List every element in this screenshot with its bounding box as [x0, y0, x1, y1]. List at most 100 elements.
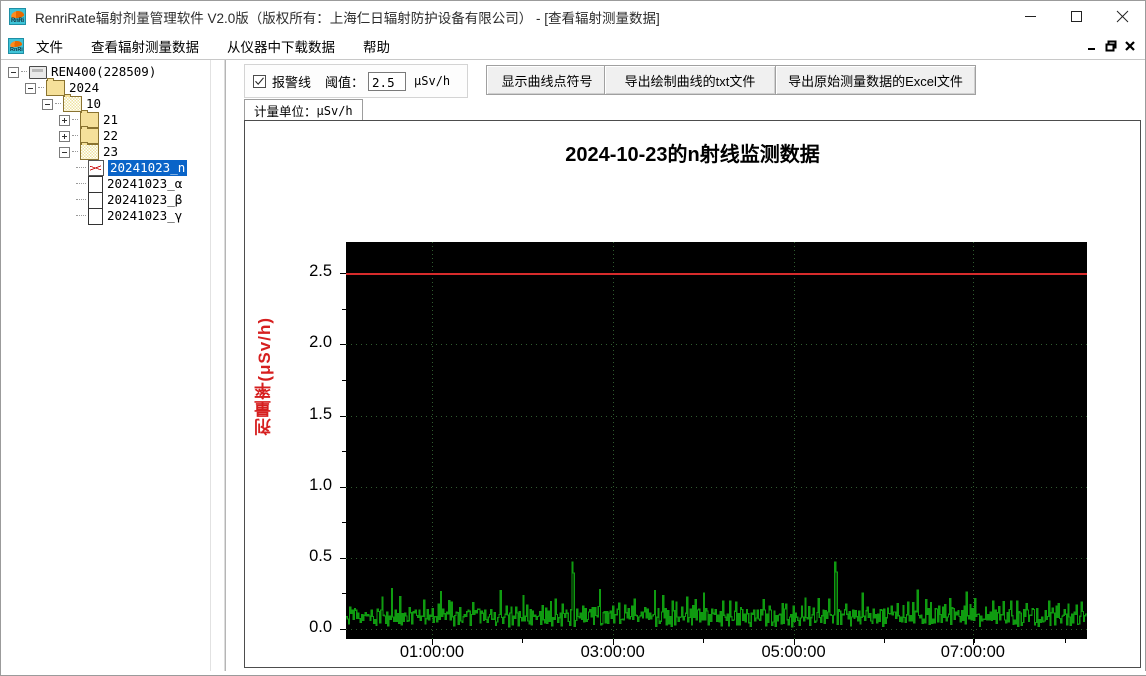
expand-icon[interactable]	[59, 114, 70, 126]
x-axis-tick-label: 07:00:00	[940, 643, 1005, 661]
threshold-label: 阈值：	[325, 74, 365, 90]
tree-item-label: 10	[86, 96, 102, 111]
data-tree[interactable]: REN400(228509) 2024 10 21 22 23 20241023_n 2024…	[2, 64, 224, 225]
tree-item-label: 21	[103, 112, 119, 127]
collapse-icon[interactable]	[42, 98, 53, 110]
tab-label-prefix: 计量单位：	[254, 105, 317, 119]
file-icon	[88, 175, 103, 193]
show-curve-symbols-button[interactable]: 显示曲线点符号	[486, 65, 608, 95]
x-axis-minor-tick	[974, 639, 975, 643]
tree-item[interactable]: 22	[2, 126, 224, 144]
x-axis-tick-label: 05:00:00	[761, 643, 826, 661]
tree-item[interactable]: 2024	[2, 78, 224, 96]
tree-scrollbar-track[interactable]	[212, 60, 223, 675]
collapse-icon[interactable]	[59, 146, 70, 158]
threshold-unit-label: μSv/h	[414, 74, 451, 88]
alarm-threshold-line	[346, 273, 1087, 275]
export-txt-button[interactable]: 导出绘制曲线的txt文件	[604, 65, 776, 95]
menu-help[interactable]: 帮助	[363, 39, 390, 55]
alarm-line-checkbox[interactable]	[253, 74, 266, 88]
tree-item[interactable]: 23	[2, 142, 224, 160]
logo-text: RnRi	[11, 18, 24, 24]
app-logo-icon: RnRi	[9, 8, 26, 25]
y-axis-tick	[340, 415, 346, 417]
chart-title: 2024-10-23的n射线监测数据	[565, 144, 820, 166]
mdi-app-logo-icon[interactable]: RnRi	[8, 37, 24, 54]
tree-connector	[21, 71, 27, 73]
tree-item[interactable]: 21	[2, 110, 224, 128]
collapse-icon[interactable]	[8, 66, 19, 78]
tree-item-label: REN400(228509)	[51, 64, 157, 79]
menu-bar: RnRi 文件 查看辐射测量数据 从仪器中下载数据 帮助	[1, 32, 1145, 60]
y-axis-tick	[340, 629, 346, 631]
tree-item[interactable]: 20241023_α	[2, 175, 224, 193]
mdi-restore-button[interactable]	[1101, 35, 1120, 57]
x-axis-minor-tick	[703, 639, 704, 643]
tree-item[interactable]: 20241023_γ	[2, 207, 224, 225]
threshold-input[interactable]: 2.5	[368, 71, 407, 91]
y-axis-tick-label: 2.0	[309, 333, 332, 352]
tree-connector	[76, 183, 86, 185]
data-tree-panel[interactable]: REN400(228509) 2024 10 21 22 23 20241023_n 2024…	[2, 60, 225, 675]
x-axis-minor-tick	[884, 639, 885, 643]
y-axis-tick-label: 0.0	[309, 618, 332, 637]
window-controls	[1007, 1, 1145, 32]
gridline-horizontal	[346, 558, 1087, 559]
alarm-line-label: 报警线	[272, 74, 312, 90]
tree-connector	[72, 119, 78, 121]
x-axis-tick-label: 01:00:00	[399, 643, 465, 661]
tree-connector	[76, 167, 86, 169]
file-icon	[88, 207, 103, 225]
y-axis-minor-tick	[342, 380, 346, 382]
tree-scrollbar[interactable]	[210, 60, 224, 675]
x-axis-minor-tick	[794, 639, 795, 643]
gridline-horizontal	[346, 487, 1087, 488]
chart-file-icon	[88, 160, 104, 176]
panel-splitter[interactable]	[225, 60, 241, 675]
tree-item[interactable]: REN400(228509)	[2, 64, 224, 80]
menu-file[interactable]: 文件	[36, 39, 63, 55]
y-axis-tick	[340, 486, 346, 488]
dose-rate-series	[346, 561, 1087, 628]
gridline-horizontal	[346, 416, 1087, 417]
title-bar: RnRi RenriRate辐射剂量管理软件 V2.0版（版权所有：上海仁日辐射…	[1, 1, 1145, 32]
gridline-vertical	[432, 242, 433, 639]
tree-item-label: 22	[103, 128, 119, 143]
tree-item[interactable]: 10	[2, 94, 224, 112]
dose-rate-line	[346, 561, 1087, 628]
y-axis-minor-tick	[342, 308, 346, 310]
y-axis-minor-tick	[342, 593, 346, 595]
x-axis-minor-tick	[613, 639, 614, 643]
tab-label-unit: μSv/h	[316, 103, 353, 118]
tree-connector	[76, 215, 86, 217]
y-axis-tick-label: 2.5	[309, 262, 332, 281]
plot-area	[346, 242, 1087, 639]
tree-item-label: 2024	[69, 80, 100, 95]
status-strip	[2, 671, 1146, 675]
x-axis-tick-label: 03:00:00	[580, 643, 645, 661]
window-title: RenriRate辐射剂量管理软件 V2.0版（版权所有：上海仁日辐射防护设备有…	[35, 10, 660, 26]
tree-item-label: 20241023_γ	[107, 208, 183, 223]
tree-connector	[72, 151, 78, 153]
close-button[interactable]	[1099, 1, 1145, 32]
expand-icon[interactable]	[59, 130, 70, 142]
tab-measurement-unit[interactable]: 计量单位： μSv/h	[244, 99, 363, 121]
menu-view-measurement-data[interactable]: 查看辐射测量数据	[91, 39, 199, 55]
minimize-button[interactable]	[1007, 1, 1053, 32]
mdi-minimize-button[interactable]	[1082, 35, 1101, 57]
x-axis-tick	[973, 639, 974, 645]
x-axis-minor-tick	[522, 639, 523, 643]
y-axis-minor-tick	[342, 522, 346, 524]
menu-download-from-device[interactable]: 从仪器中下载数据	[227, 39, 335, 55]
mdi-close-button[interactable]	[1120, 35, 1139, 57]
maximize-button[interactable]	[1053, 1, 1099, 32]
collapse-icon[interactable]	[25, 82, 36, 94]
y-axis-tick	[340, 557, 346, 559]
tree-item[interactable]: 20241023_n	[2, 160, 224, 176]
x-axis-minor-tick	[432, 639, 433, 643]
tree-item-label: 23	[103, 144, 119, 159]
gridline-vertical	[613, 242, 614, 639]
tree-item-label: 20241023_n	[108, 160, 188, 176]
export-excel-button[interactable]: 导出原始测量数据的Excel文件	[775, 65, 976, 95]
tree-item[interactable]: 20241023_β	[2, 191, 224, 209]
